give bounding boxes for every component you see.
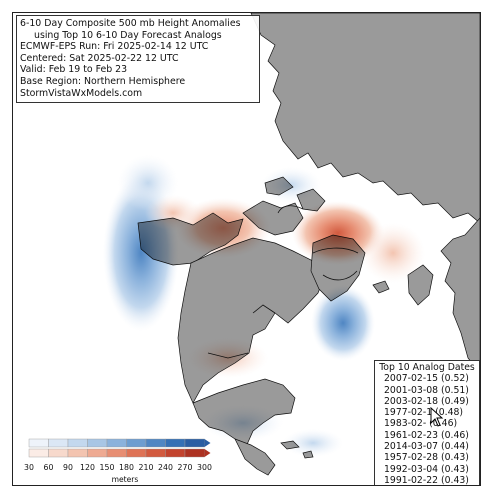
- legend-negative-swatch: [126, 438, 147, 448]
- map-title-box: 6-10 Day Composite 500 mb Height Anomali…: [16, 15, 260, 104]
- legend-tick-label: 90: [63, 463, 73, 472]
- legend-positive-extend-arrow: [204, 449, 211, 457]
- analog-row: 1957-02-28 (0.43): [384, 452, 469, 464]
- legend-negative-swatch: [28, 438, 49, 448]
- legend-negative-swatch: [106, 438, 127, 448]
- positive-anomaly-west: [145, 195, 201, 231]
- legend-tick-label: 180: [119, 463, 134, 472]
- coastline-details: [207, 205, 359, 359]
- legend-negative-swatch: [165, 438, 186, 448]
- legend-positive-swatch: [126, 448, 147, 458]
- legend-positive-swatch: [165, 448, 186, 458]
- legend-positive-swatch: [106, 448, 127, 458]
- legend-colorbar: [28, 438, 211, 458]
- legend-negative-swatch: [48, 438, 69, 448]
- negative-anomaly-arctic: [261, 167, 321, 203]
- legend-tick-label: 30: [24, 463, 34, 472]
- legend-tick-label: 240: [158, 463, 173, 472]
- analog-row: 1992-03-04 (0.43): [384, 463, 469, 475]
- negative-anomaly-north-atlantic: [311, 285, 375, 361]
- analog-row: 1977-02-1 (0.48): [384, 407, 464, 419]
- title-line-2: using Top 10 6-10 Day Forecast Analogs: [34, 29, 222, 41]
- legend-negative-row: [28, 438, 211, 448]
- legend-positive-swatch: [87, 448, 108, 458]
- legend-negative-swatch: [67, 438, 88, 448]
- legend-tick-label: 300: [197, 463, 212, 472]
- legend-tick-label: 210: [138, 463, 154, 472]
- legend-positive-swatch: [28, 448, 49, 458]
- base-region-line: Base Region: Northern Hemisphere: [20, 75, 186, 87]
- website-line: StormVistaWxModels.com: [20, 87, 143, 99]
- title-line-1: 6-10 Day Composite 500 mb Height Anomali…: [20, 18, 241, 29]
- analog-row: 2003-02-18 (0.49): [384, 395, 469, 407]
- color-legend: 30 60 90 120 150 180 210 240 270 300 meters: [24, 435, 223, 484]
- legend-tick-label: 60: [43, 463, 54, 472]
- valid-line: Valid: Feb 19 to Feb 23: [20, 64, 128, 76]
- negative-anomaly-gulf: [203, 405, 283, 441]
- legend-tick-label: 120: [80, 463, 95, 472]
- analog-row: 2014-03-07 (0.44): [384, 441, 469, 453]
- legend-unit: meters: [111, 475, 139, 484]
- legend-negative-swatch: [87, 438, 108, 448]
- legend-positive-row: [28, 448, 211, 458]
- legend-ticks: 30 60 90 120 150 180 210 240 270 300: [23, 463, 223, 475]
- positive-anomaly-greenland: [292, 201, 384, 265]
- centered-line: Centered: Sat 2025-02-22 12 UTC: [20, 52, 179, 64]
- analog-row: 1983-02- (0.46): [384, 418, 458, 430]
- analog-row: 1961-02-23 (0.46): [384, 429, 469, 441]
- legend-positive-swatch: [67, 448, 88, 458]
- legend-negative-swatch: [184, 438, 205, 448]
- mouse-cursor-icon: [430, 407, 444, 427]
- legend-positive-swatch: [48, 448, 69, 458]
- analog-row: 2001-03-08 (0.51): [384, 384, 469, 396]
- legend-negative-extend-arrow: [204, 439, 211, 447]
- map-frame: 6-10 Day Composite 500 mb Height Anomali…: [12, 12, 481, 486]
- legend-tick-label: 150: [99, 463, 115, 472]
- positive-anomaly-east: [361, 223, 425, 283]
- analog-row: 1991-02-22 (0.43): [384, 474, 469, 486]
- analog-header: Top 10 Analog Dates: [379, 362, 475, 373]
- legend-positive-swatch: [184, 448, 205, 458]
- legend-negative-swatch: [145, 438, 166, 448]
- negative-anomaly-caribbean: [283, 429, 343, 457]
- analog-dates-box: Top 10 Analog Dates 2007-02-15 (0.52) 20…: [374, 360, 480, 486]
- analog-row: 2007-02-15 (0.52): [384, 373, 469, 385]
- anomaly-shading: [103, 155, 425, 457]
- legend-positive-swatch: [145, 448, 166, 458]
- legend-tick-label: 270: [177, 463, 193, 472]
- run-line: ECMWF-EPS Run: Fri 2025-02-14 12 UTC: [20, 41, 209, 53]
